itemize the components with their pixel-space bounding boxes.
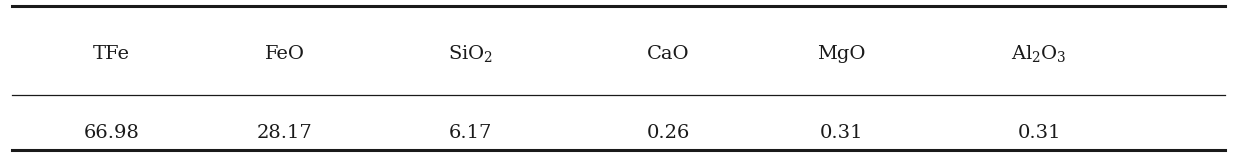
Text: 6.17: 6.17 [448, 124, 492, 142]
Text: 66.98: 66.98 [83, 124, 140, 142]
Text: FeO: FeO [265, 45, 304, 63]
Text: CaO: CaO [647, 45, 689, 63]
Text: $\mathregular{SiO_2}$: $\mathregular{SiO_2}$ [448, 43, 492, 64]
Text: 0.31: 0.31 [819, 124, 863, 142]
Text: 0.26: 0.26 [646, 124, 690, 142]
Text: $\mathregular{Al_2O_3}$: $\mathregular{Al_2O_3}$ [1012, 43, 1066, 64]
Text: MgO: MgO [816, 45, 866, 63]
Text: 0.31: 0.31 [1017, 124, 1061, 142]
Text: TFe: TFe [93, 45, 130, 63]
Text: 28.17: 28.17 [256, 124, 313, 142]
